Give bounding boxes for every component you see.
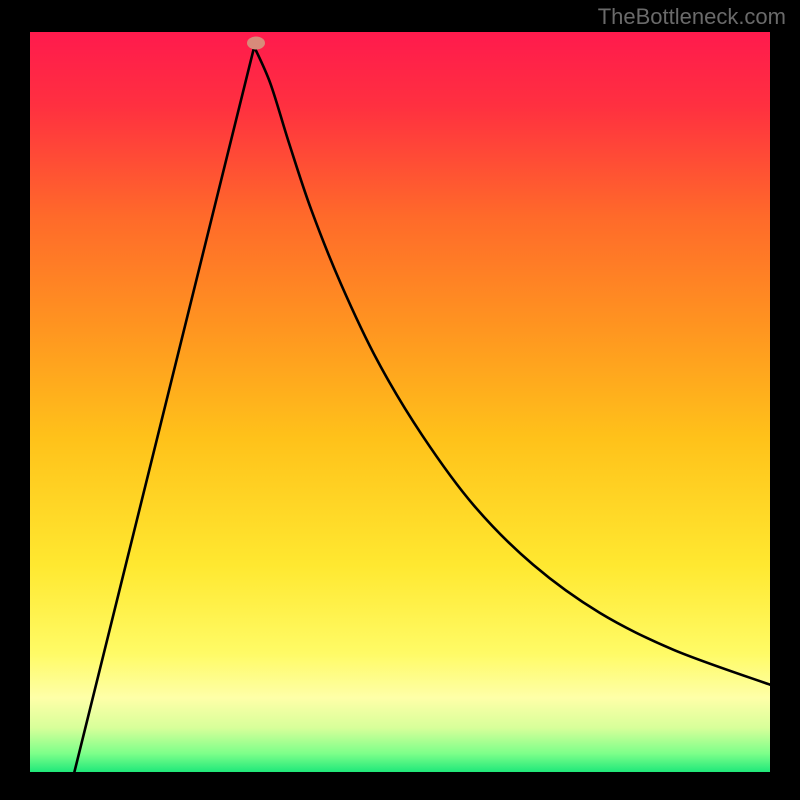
watermark-text: TheBottleneck.com xyxy=(598,4,786,30)
plot-area xyxy=(30,32,770,772)
plot-frame xyxy=(30,32,770,772)
plot-svg xyxy=(30,32,770,772)
minimum-marker xyxy=(247,37,265,50)
